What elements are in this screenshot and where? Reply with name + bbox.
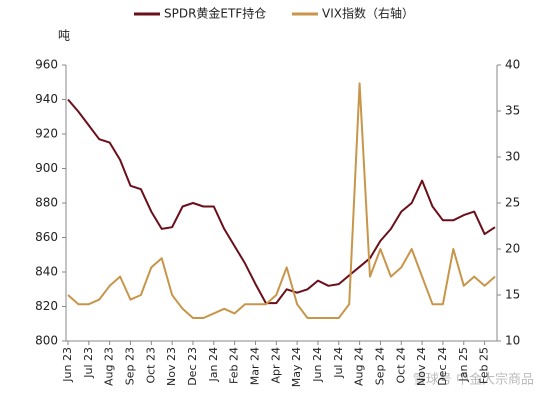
watermark: 雪球号 中金大宗商品	[413, 372, 534, 388]
x-tick-label: Dec 24	[436, 347, 449, 386]
y-tick-label: 940	[35, 92, 58, 106]
x-tick-label: Aug 23	[103, 347, 116, 386]
y2-tick-label: 10	[505, 334, 520, 348]
x-tick-label: Jun 23	[61, 347, 74, 383]
y-tick-label: 880	[35, 196, 58, 210]
y-tick-label: 900	[35, 161, 58, 175]
y-tick-label: 800	[35, 334, 58, 348]
x-tick-label: Feb 25	[478, 347, 491, 384]
x-tick-label: Dec 23	[186, 347, 199, 386]
y-tick-label: 840	[35, 265, 58, 279]
x-tick-label: Aug 24	[353, 347, 366, 386]
y-tick-label: 860	[35, 230, 58, 244]
x-tick-label: Nov 24	[415, 347, 428, 386]
y2-tick-label: 40	[505, 58, 520, 72]
y-tick-label: 920	[35, 127, 58, 141]
x-tick-label: Oct 24	[394, 347, 407, 384]
y-tick-label: 960	[35, 58, 58, 72]
y-axis-label: 吨	[58, 29, 70, 43]
x-tick-label: Jun 24	[311, 347, 324, 383]
x-tick-label: Jan 24	[207, 347, 220, 382]
y2-tick-label: 15	[505, 288, 520, 302]
y2-tick-label: 30	[505, 150, 520, 164]
x-tick-label: Nov 23	[165, 347, 178, 386]
x-tick-label: Oct 23	[144, 347, 157, 384]
y2-tick-label: 25	[505, 196, 520, 210]
x-tick-label: Sep 23	[123, 347, 136, 385]
x-tick-label: May 24	[290, 347, 303, 387]
y2-tick-label: 35	[505, 104, 520, 118]
x-tick-label: Jan 25	[457, 347, 470, 382]
legend-label: VIX指数（右轴）	[322, 6, 414, 21]
series-line	[67, 82, 496, 319]
series-line	[67, 98, 496, 305]
x-tick-label: Sep 24	[373, 347, 386, 385]
y2-tick-label: 20	[505, 242, 520, 256]
legend-label: SPDR黄金ETF持仓	[164, 6, 266, 21]
y-tick-label: 820	[35, 299, 58, 313]
x-tick-label: Jul 24	[332, 347, 345, 379]
x-tick-label: Jul 23	[82, 347, 95, 379]
x-tick-label: Mar 24	[248, 347, 261, 385]
x-tick-label: Feb 24	[228, 347, 241, 384]
x-tick-label: Apr 24	[269, 347, 282, 384]
